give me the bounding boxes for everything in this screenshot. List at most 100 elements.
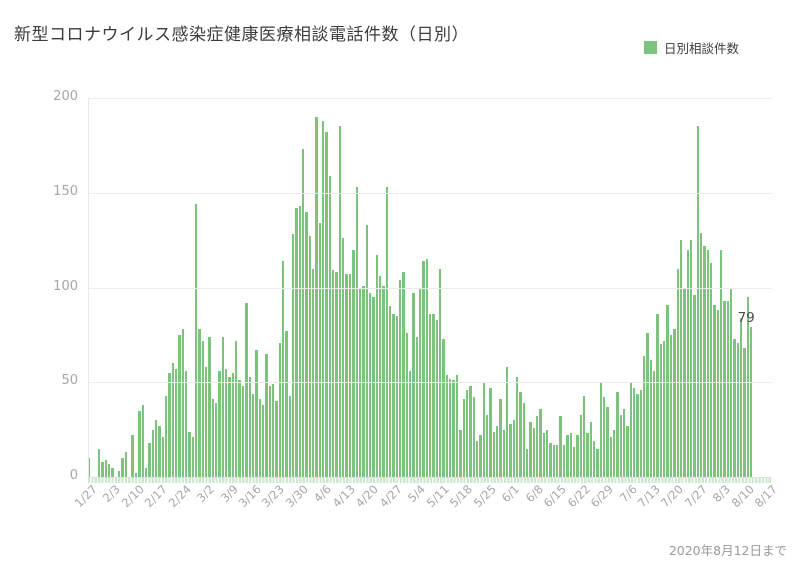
bar[interactable] (258, 399, 261, 477)
bar[interactable] (435, 319, 439, 477)
bar[interactable] (693, 295, 696, 477)
bar-slot-4/8[interactable] (328, 98, 332, 477)
bar[interactable] (569, 433, 572, 477)
bar-slot-4/27[interactable] (392, 98, 395, 477)
bar-slot-7/8[interactable] (633, 98, 636, 477)
bar[interactable] (318, 223, 322, 477)
bar[interactable] (709, 262, 713, 477)
bar-slot-4/5[interactable] (318, 98, 322, 477)
bar[interactable] (385, 187, 388, 477)
bar[interactable] (482, 382, 485, 477)
bar[interactable] (452, 380, 455, 477)
bar[interactable] (315, 116, 318, 477)
bar-slot-4/23[interactable] (378, 98, 382, 477)
bar[interactable] (392, 314, 395, 477)
bar[interactable] (335, 272, 338, 477)
bar-slot-2/17[interactable] (158, 98, 161, 477)
bar[interactable] (509, 423, 512, 477)
bar[interactable] (592, 441, 596, 477)
bar[interactable] (101, 461, 104, 477)
bar-slot-7/20[interactable] (673, 98, 676, 477)
bar-slot-6/18[interactable] (566, 98, 569, 477)
bar[interactable] (566, 435, 569, 477)
bar[interactable] (743, 348, 746, 477)
bar-slot-4/20[interactable] (368, 98, 372, 477)
bar-slot-5/9[interactable] (432, 98, 435, 477)
bar[interactable] (459, 429, 462, 477)
bar-slot-6/15[interactable] (556, 98, 559, 477)
bar-slot-7/15[interactable] (656, 98, 659, 477)
bar[interactable] (141, 405, 144, 477)
bar[interactable] (505, 367, 509, 477)
bar[interactable] (536, 416, 539, 477)
bar-slot-2/2[interactable] (108, 98, 111, 477)
bar-slot-6/16[interactable] (559, 98, 562, 477)
bar[interactable] (395, 315, 398, 477)
bar-slot-5/28[interactable] (495, 98, 499, 477)
bar[interactable] (368, 293, 372, 477)
bar[interactable] (148, 442, 151, 477)
bar-slot-3/6[interactable] (218, 98, 221, 477)
bar-slot-2/25[interactable] (184, 98, 188, 477)
bar[interactable] (559, 416, 562, 477)
bar[interactable] (409, 370, 412, 477)
bar-slot-2/28[interactable] (195, 98, 198, 477)
bar[interactable] (178, 334, 181, 477)
bar[interactable] (378, 276, 382, 477)
bar[interactable] (365, 225, 368, 477)
bar[interactable] (596, 448, 599, 477)
bar-slot-6/2[interactable] (512, 98, 516, 477)
bar-slot-4/19[interactable] (365, 98, 369, 477)
bar-slot-3/11[interactable] (235, 98, 238, 477)
bar[interactable] (589, 422, 592, 477)
bar[interactable] (198, 329, 201, 477)
bar[interactable] (154, 420, 158, 477)
bar[interactable] (278, 342, 281, 477)
bar[interactable] (502, 429, 505, 477)
bar-slot-5/15[interactable] (452, 98, 455, 477)
bar[interactable] (138, 410, 141, 477)
bar-slot-6/17[interactable] (562, 98, 566, 477)
bar-slot-3/5[interactable] (215, 98, 218, 477)
bar-slot-4/29[interactable] (398, 98, 402, 477)
bar[interactable] (124, 452, 128, 477)
bar[interactable] (191, 437, 194, 477)
bar[interactable] (111, 467, 114, 477)
bar[interactable] (218, 370, 221, 477)
bar-slot-5/25[interactable] (485, 98, 489, 477)
bar-slot-2/7[interactable] (124, 98, 128, 477)
bar-slot-4/11[interactable] (338, 98, 342, 477)
bar-slot-8/10[interactable] (743, 98, 746, 477)
bar-slot-3/19[interactable] (261, 98, 265, 477)
bar-slot-6/9[interactable] (536, 98, 539, 477)
bar[interactable] (104, 459, 108, 477)
bar-slot-5/23[interactable] (479, 98, 482, 477)
bar-slot-6/7[interactable] (529, 98, 532, 477)
bar-slot-2/21[interactable] (171, 98, 175, 477)
bar[interactable] (706, 249, 709, 477)
bar-slot-5/7[interactable] (425, 98, 429, 477)
bar-slot-6/13[interactable] (549, 98, 552, 477)
bar-slot-4/18[interactable] (362, 98, 365, 477)
bar[interactable] (298, 206, 301, 477)
bar[interactable] (479, 435, 482, 477)
bar-slot-3/9[interactable] (228, 98, 231, 477)
bar-slot-4/1[interactable] (305, 98, 308, 477)
bar-slot-5/10[interactable] (435, 98, 439, 477)
bar[interactable] (683, 287, 686, 477)
bar-slot-3/27[interactable] (288, 98, 292, 477)
bar[interactable] (633, 387, 636, 477)
bar-slot-1/31[interactable] (101, 98, 104, 477)
bar[interactable] (245, 302, 248, 477)
bar[interactable] (388, 306, 392, 477)
bar-slot-3/18[interactable] (258, 98, 262, 477)
bar[interactable] (719, 249, 723, 477)
bar[interactable] (572, 446, 576, 477)
bar-slot-2/14[interactable] (148, 98, 151, 477)
bar-slot-4/15[interactable] (352, 98, 355, 477)
bar[interactable] (432, 314, 435, 477)
bar-slot-8/9[interactable] (740, 98, 743, 477)
bar-slot-7/14[interactable] (653, 98, 656, 477)
bar-slot-3/28[interactable] (291, 98, 295, 477)
bar-slot-4/26[interactable] (388, 98, 392, 477)
